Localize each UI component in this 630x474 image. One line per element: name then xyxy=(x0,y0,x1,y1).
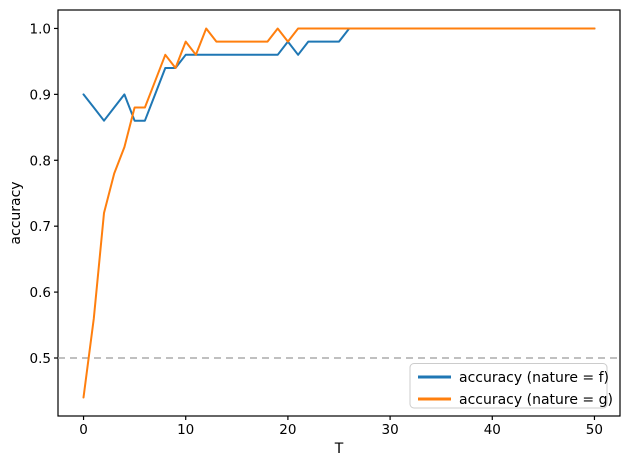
x-tick-label-10: 10 xyxy=(177,422,194,438)
x-tick-label-30: 30 xyxy=(382,422,399,438)
y-tick-label-08: 0.8 xyxy=(30,153,51,169)
legend-label-g: accuracy (nature = g) xyxy=(459,392,613,408)
legend-item-g: accuracy (nature = g) xyxy=(418,392,613,408)
y-tick-label-10: 1.0 xyxy=(30,21,51,37)
legend: accuracy (nature = f) accuracy (nature =… xyxy=(409,363,613,409)
x-tick-label-0: 0 xyxy=(79,422,88,438)
plot-border xyxy=(57,9,621,417)
x-tick-label-20: 20 xyxy=(279,422,296,438)
y-tick-label-05: 0.5 xyxy=(30,351,51,367)
y-axis-title: accuracy xyxy=(8,181,24,244)
x-tick-label-40: 40 xyxy=(484,422,501,438)
y-axis-tick-labels: 0.5 0.6 0.7 0.8 0.9 1.0 xyxy=(30,21,51,367)
x-tick-marks xyxy=(82,416,596,420)
x-tick-label-50: 50 xyxy=(586,422,603,438)
y-tick-marks xyxy=(54,27,58,359)
legend-border xyxy=(409,363,608,409)
series-g-line xyxy=(82,27,596,399)
legend-item-f: accuracy (nature = f) xyxy=(418,370,609,386)
y-tick-label-06: 0.6 xyxy=(30,285,51,301)
y-tick-label-09: 0.9 xyxy=(30,87,51,103)
x-axis-title: T xyxy=(334,441,344,457)
x-axis-tick-labels: 0 10 20 30 40 50 xyxy=(79,422,603,438)
legend-label-f: accuracy (nature = f) xyxy=(459,370,609,386)
series-f-line xyxy=(82,27,596,122)
y-tick-label-07: 0.7 xyxy=(30,219,51,235)
